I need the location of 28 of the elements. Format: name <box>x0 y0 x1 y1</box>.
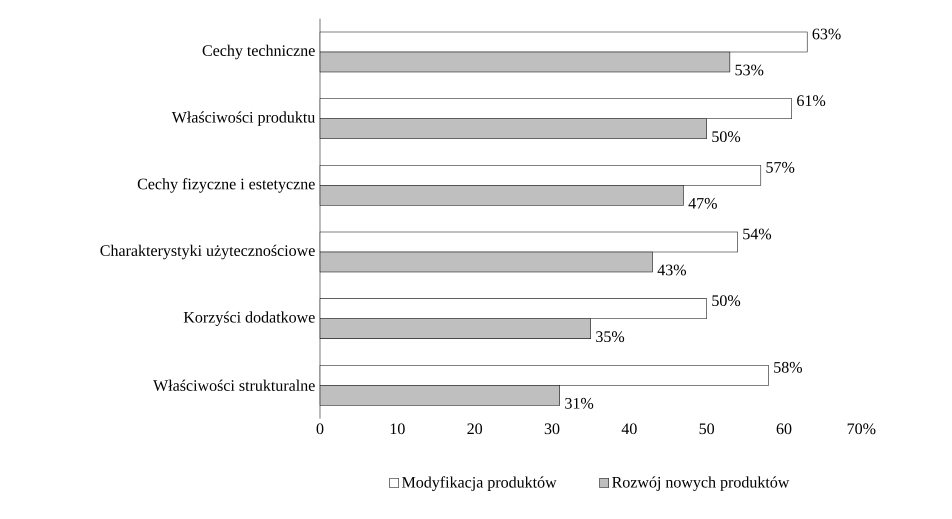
x-tick-label: 40 <box>622 424 637 434</box>
legend-label: Modyfikacja produktów <box>402 476 557 492</box>
legend-label: Rozwój nowych produktów <box>612 476 790 492</box>
data-label: 50% <box>712 131 740 142</box>
x-tick-label: 50 <box>700 424 714 434</box>
y-tick-label: Korzyści dodatkowe <box>184 312 315 326</box>
y-tick-label: Cechy techniczne <box>202 44 315 60</box>
data-label: 43% <box>658 264 686 276</box>
data-label: 63% <box>812 28 841 40</box>
x-tick-label: 20 <box>467 424 482 434</box>
data-label: 58% <box>774 362 802 373</box>
data-label: 54% <box>743 228 772 240</box>
x-tick-label: 30 <box>544 424 560 434</box>
data-label: 50% <box>712 295 740 306</box>
data-label: 35% <box>596 331 624 342</box>
y-tick-label: Właściwości produktu <box>172 112 316 126</box>
y-tick-label: Cechy fizyczne i estetyczne <box>138 178 315 193</box>
y-tick-label: Charakterystyki użytecznościowe <box>100 244 315 260</box>
x-tick-label: 60 <box>776 424 792 434</box>
data-label: 61% <box>797 95 826 106</box>
x-tick-label: 0 <box>316 424 324 434</box>
x-tick-label: 10 <box>390 424 405 434</box>
data-label: 31% <box>565 398 594 409</box>
data-label: 53% <box>735 64 764 76</box>
data-label: 57% <box>766 162 794 173</box>
x-tick-label: 70% <box>848 424 876 434</box>
data-label: 47% <box>688 198 717 209</box>
y-tick-label: Właściwości strukturalne <box>153 380 315 392</box>
